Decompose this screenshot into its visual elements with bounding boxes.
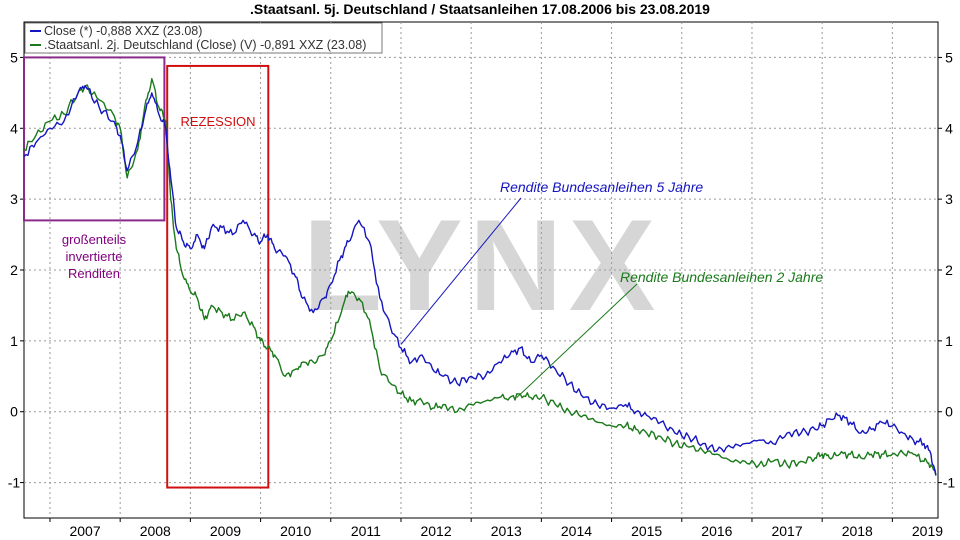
y-tick-label-right: -1 xyxy=(943,475,956,491)
x-tick-label: 2009 xyxy=(210,523,241,539)
watermark-logo: LYNX xyxy=(303,192,662,338)
y-tick-label-right: 5 xyxy=(945,49,953,65)
inverted-yields-label-line3: Renditen xyxy=(68,266,120,281)
recession-box xyxy=(166,64,270,489)
inverted-yields-box xyxy=(23,56,166,222)
x-tick-label: 2019 xyxy=(912,523,943,539)
y-tick-label: 0 xyxy=(10,404,18,420)
x-tick-label: 2015 xyxy=(631,523,662,539)
x-tick-label: 2014 xyxy=(561,523,592,539)
annotation-2y-label: Rendite Bundesanleihen 2 Jahre xyxy=(620,269,823,285)
y-tick-label: -1 xyxy=(8,475,21,491)
y-tick-label: 5 xyxy=(10,49,18,65)
y-tick-label: 4 xyxy=(10,120,18,136)
x-tick-label: 2016 xyxy=(701,523,732,539)
series-line-5y xyxy=(23,85,937,476)
x-tick-label: 2011 xyxy=(351,523,381,539)
annotation-5y-label: Rendite Bundesanleihen 5 Jahre xyxy=(500,179,703,195)
x-tick-label: 2017 xyxy=(771,523,802,539)
chart-title: .Staatsanl. 5j. Deutschland / Staatsanle… xyxy=(250,1,710,17)
legend-box xyxy=(24,22,383,54)
x-tick-label: 2012 xyxy=(420,523,451,539)
y-tick-label-right: 1 xyxy=(945,333,953,349)
legend: Close (*) -0,888 XXZ (23.08).Staatsanl. … xyxy=(24,22,383,54)
y-tick-label-right: 3 xyxy=(945,191,953,207)
y-tick-label: 1 xyxy=(10,333,18,349)
recession-label: REZESSION xyxy=(180,114,255,129)
x-tick-label: 2008 xyxy=(140,523,171,539)
x-tick-label: 2007 xyxy=(69,523,100,539)
y-tick-label-right: 4 xyxy=(945,120,953,136)
y-tick-label: 2 xyxy=(10,262,18,278)
legend-label-2y: .Staatsanl. 2j. Deutschland (Close) (V) … xyxy=(44,38,366,52)
inverted-yields-label-line1: großenteils xyxy=(62,232,127,247)
y-tick-label-right: 0 xyxy=(945,404,953,420)
y-tick-label: 3 xyxy=(10,191,18,207)
inverted-yields-label-line2: invertierte xyxy=(65,249,122,264)
x-tick-label: 2013 xyxy=(491,523,522,539)
x-tick-label: 2018 xyxy=(842,523,873,539)
plot-area: LYNX 5 5 4 4 3 3 2 2 1 1 0 0 -1 -1 2007 2008 2009 2010 2011… xyxy=(8,21,956,539)
legend-label-5y: Close (*) -0,888 XXZ (23.08) xyxy=(44,24,202,38)
y-tick-label-right: 2 xyxy=(945,262,953,278)
x-tick-label: 2010 xyxy=(280,523,311,539)
annotation-pointer-2y xyxy=(516,283,638,398)
annotation-pointer-5y xyxy=(400,197,522,345)
